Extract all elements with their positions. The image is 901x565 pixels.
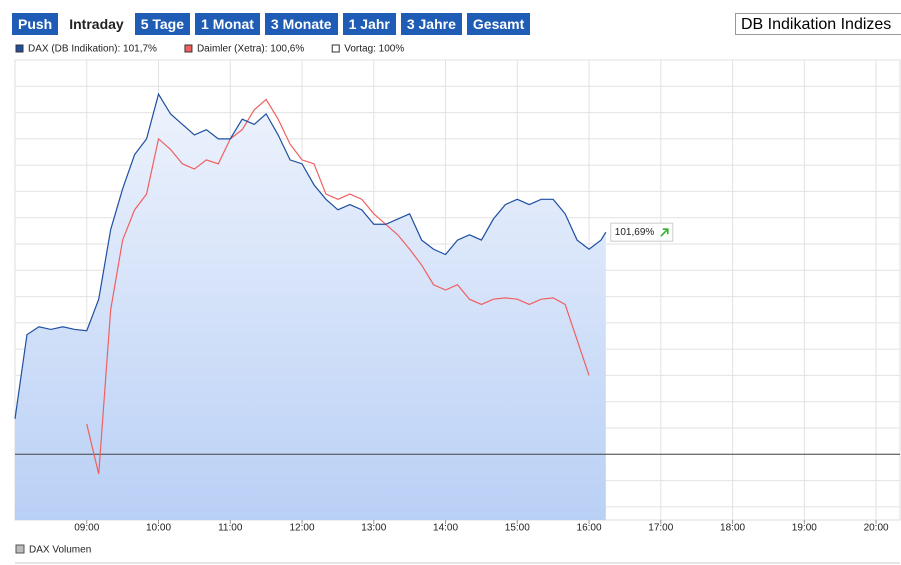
x-tick-label: 17:00 — [648, 523, 673, 534]
series-line — [14, 92, 607, 419]
period-tab[interactable]: Gesamt — [466, 13, 531, 35]
x-tick-label: 16:00 — [577, 523, 602, 534]
x-tick-label: 13:00 — [361, 523, 386, 534]
period-tab[interactable]: 1 Monat — [195, 13, 260, 35]
x-tick-label: 19:00 — [792, 523, 817, 534]
x-tick-label: 20:00 — [864, 523, 889, 534]
x-tick-label: 14:00 — [433, 523, 458, 534]
legend-label: Vortag: 100% — [344, 44, 404, 55]
period-tab[interactable]: Push — [12, 13, 59, 35]
tab-bar: Push Intraday 5 Tage 1 Monat 3 Monate 1 Jahr 3… — [12, 13, 531, 35]
x-tick-label: 09:00 — [74, 523, 99, 534]
area — [15, 94, 606, 521]
x-tick-label: 11:00 — [218, 523, 243, 534]
period-tab[interactable]: 1 Jahr — [342, 13, 396, 35]
trend-arrow — [660, 228, 669, 237]
period-tab[interactable]: 5 Tage — [134, 13, 191, 35]
period-tab[interactable]: Intraday — [63, 13, 130, 35]
series-line — [86, 98, 590, 475]
index-selector[interactable]: DB Indikation Indizes — [735, 13, 901, 35]
volume-legend-swatch — [15, 544, 25, 554]
legend-swatch — [331, 44, 340, 53]
period-tab[interactable]: 3 Monate — [264, 13, 338, 35]
value-badge — [610, 222, 674, 242]
legend-label: Daimler (Xetra): 100,6% — [197, 44, 304, 55]
x-tick-label: 12:00 — [290, 523, 315, 534]
legend-swatch — [15, 44, 24, 53]
x-tick-label: 15:00 — [505, 523, 530, 534]
legend-swatch — [184, 44, 193, 53]
period-tab[interactable]: 3 Jahre — [400, 13, 462, 35]
value-badge-label: 101,69% — [615, 227, 655, 238]
x-tick-label: 18:00 — [720, 523, 745, 534]
legend-label: DAX (DB Indikation): 101,7% — [28, 44, 157, 55]
volume-legend: DAX Volumen — [29, 545, 91, 556]
x-tick-label: 10:00 — [146, 523, 171, 534]
